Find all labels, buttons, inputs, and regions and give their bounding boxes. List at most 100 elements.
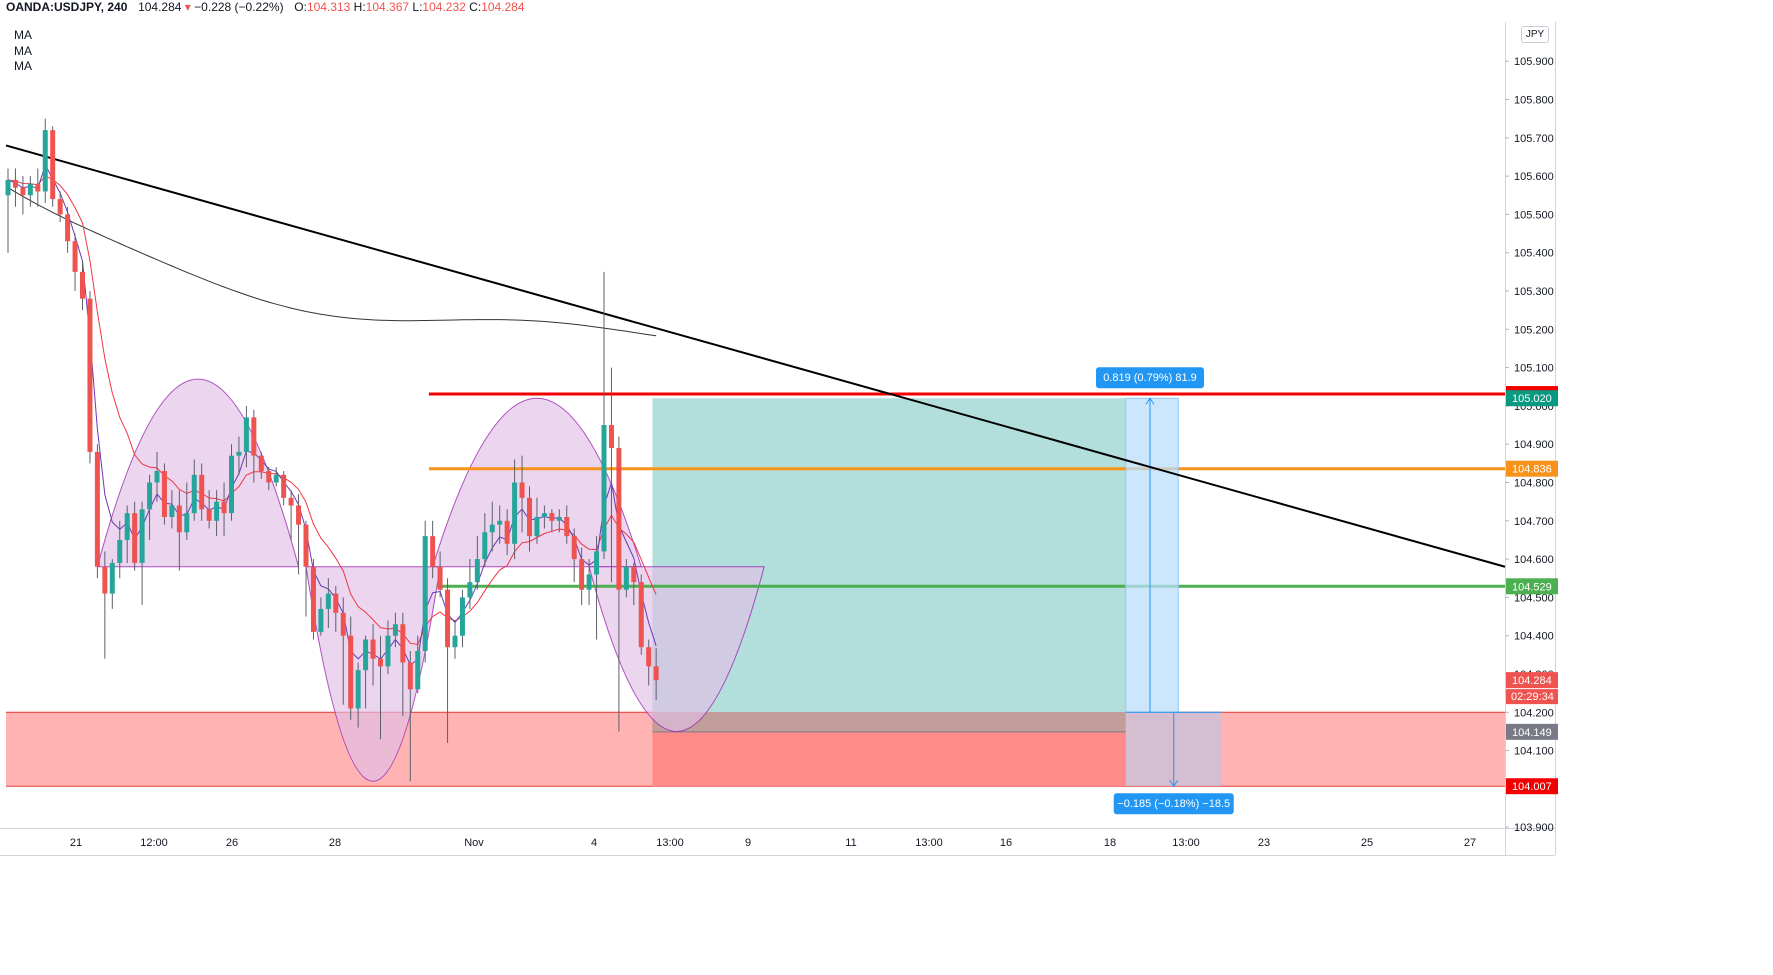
candle-body-down <box>12 179 18 188</box>
candle-body-down <box>221 501 227 514</box>
time-tick-label: 27 <box>1464 837 1476 849</box>
price-axis: 105.900 105.800 105.700 105.600 105.500 105.4… <box>1505 56 1554 834</box>
candle-body-down <box>378 658 383 667</box>
candle-body-up <box>422 536 428 652</box>
candle-body-up <box>541 513 547 517</box>
price-label-bg <box>1506 460 1558 477</box>
candle-body-down <box>504 520 510 544</box>
measure-down-label: −0.185 (−0.18%) −18.5 <box>1117 798 1230 810</box>
candle-body-down <box>527 497 532 537</box>
candle-body-up <box>214 501 220 521</box>
candle-body-up <box>623 566 629 590</box>
ma-mid-line <box>7 175 657 646</box>
close-value: 104.284 <box>481 0 525 14</box>
candle-body-down <box>430 536 436 567</box>
price-tick-label: 105.100 <box>1514 363 1554 375</box>
price-tick-label: 105.700 <box>1514 133 1554 145</box>
candle-body-up <box>452 635 458 648</box>
open-value: 104.313 <box>306 0 351 14</box>
candle-body-down <box>94 451 100 567</box>
candle-body-up <box>363 639 369 671</box>
candle-body-down <box>340 612 346 636</box>
price-label-104-529: 104.529 <box>1506 578 1558 595</box>
time-tick-label: 18 <box>1104 837 1116 849</box>
price-label-text: 104.836 <box>1512 464 1552 476</box>
candle-body-up <box>191 474 197 514</box>
candle-body-down <box>65 214 71 242</box>
time-tick-label: Nov <box>464 837 484 849</box>
candle-body-down <box>20 187 26 196</box>
price-label-bg <box>1506 578 1558 595</box>
candle-body-up <box>489 524 495 533</box>
price-tick-label: 104.400 <box>1514 631 1554 643</box>
price-label-bg <box>1506 672 1558 689</box>
currency-tag[interactable]: JPY <box>1521 26 1549 43</box>
symbol-name[interactable]: OANDA:USDJPY, 240 <box>6 0 128 14</box>
candle-body-up <box>147 482 153 510</box>
candle-body-up <box>27 183 33 196</box>
price-label-bg <box>1506 778 1558 795</box>
candle-body-up <box>42 130 48 192</box>
candle-body-down <box>87 298 93 452</box>
candle-body-up <box>512 482 518 544</box>
price-tick-label: 104.500 <box>1514 592 1554 604</box>
last-price: 104.284 <box>138 0 182 14</box>
candle-body-down <box>50 130 56 200</box>
price-label-104-836: 104.836 <box>1506 460 1558 477</box>
change-down-icon: ▾ <box>184 0 191 14</box>
candle-body-down <box>310 566 316 632</box>
time-tick-label: 13:00 <box>656 837 684 849</box>
price-tick-label: 105.500 <box>1514 209 1554 221</box>
time-axis: 21 12:00 26 28 Nov 4 13:00 9 11 13:00 16 18 13:00 23 2… <box>70 837 1476 849</box>
candle-body-down <box>646 647 652 667</box>
candle-body-down <box>206 509 212 521</box>
candle-body-up <box>556 516 562 521</box>
price-tick-label: 104.100 <box>1514 746 1554 758</box>
candle-body-down <box>35 183 41 192</box>
candle-body-down <box>519 482 525 498</box>
indicator-ma-2[interactable]: MA <box>14 43 32 58</box>
candle-body-up <box>236 451 242 456</box>
ma-slow-line <box>7 187 657 337</box>
time-tick-label: 26 <box>226 837 238 849</box>
price-tick-label: 105.900 <box>1514 56 1554 68</box>
indicator-ma-3[interactable]: MA <box>14 59 32 73</box>
time-tick-label: 16 <box>1000 837 1012 849</box>
price-tick-label: 105.400 <box>1514 248 1554 260</box>
candle-body-up <box>325 593 331 609</box>
candle-body-down <box>400 624 406 663</box>
indicator-ma-1[interactable]: MA <box>14 28 32 42</box>
candle-body-down <box>258 455 264 472</box>
candle-body-down <box>176 505 182 533</box>
candle-body-up <box>184 513 190 533</box>
candle-body-up <box>355 670 361 709</box>
candle-body-down <box>549 513 555 521</box>
time-tick-label: 13:00 <box>915 837 943 849</box>
candle-body-up <box>459 597 465 636</box>
candles-group <box>5 118 659 782</box>
price-change: −0.228 (−0.22%) <box>194 0 284 14</box>
price-label-bg <box>1506 390 1558 407</box>
price-tick-label: 105.800 <box>1514 95 1554 107</box>
candle-body-down <box>407 662 413 690</box>
candle-body-up <box>467 582 473 598</box>
candle-body-up <box>169 505 175 517</box>
price-label-bg <box>1506 723 1558 740</box>
time-tick-label: 28 <box>329 837 341 849</box>
price-tick-label: 104.700 <box>1514 516 1554 528</box>
high-value: 104.367 <box>365 0 410 14</box>
symbol-header: OANDA:USDJPY, 240 104.284 ▾ −0.228 (−0.2… <box>6 0 525 14</box>
candle-body-up <box>482 532 488 560</box>
candle-body-down <box>571 536 577 560</box>
candle-body-down <box>333 593 339 613</box>
candle-body-up <box>124 513 130 540</box>
candle-body-down <box>564 516 570 537</box>
indicator-legend: MA MA MA <box>14 28 32 75</box>
low-label: L: <box>412 0 423 14</box>
candle-body-down <box>72 241 78 272</box>
candle-body-down <box>348 635 354 709</box>
candle-body-up <box>243 417 249 452</box>
measure-up-label: 0.819 (0.79%) 81.9 <box>1103 372 1197 384</box>
